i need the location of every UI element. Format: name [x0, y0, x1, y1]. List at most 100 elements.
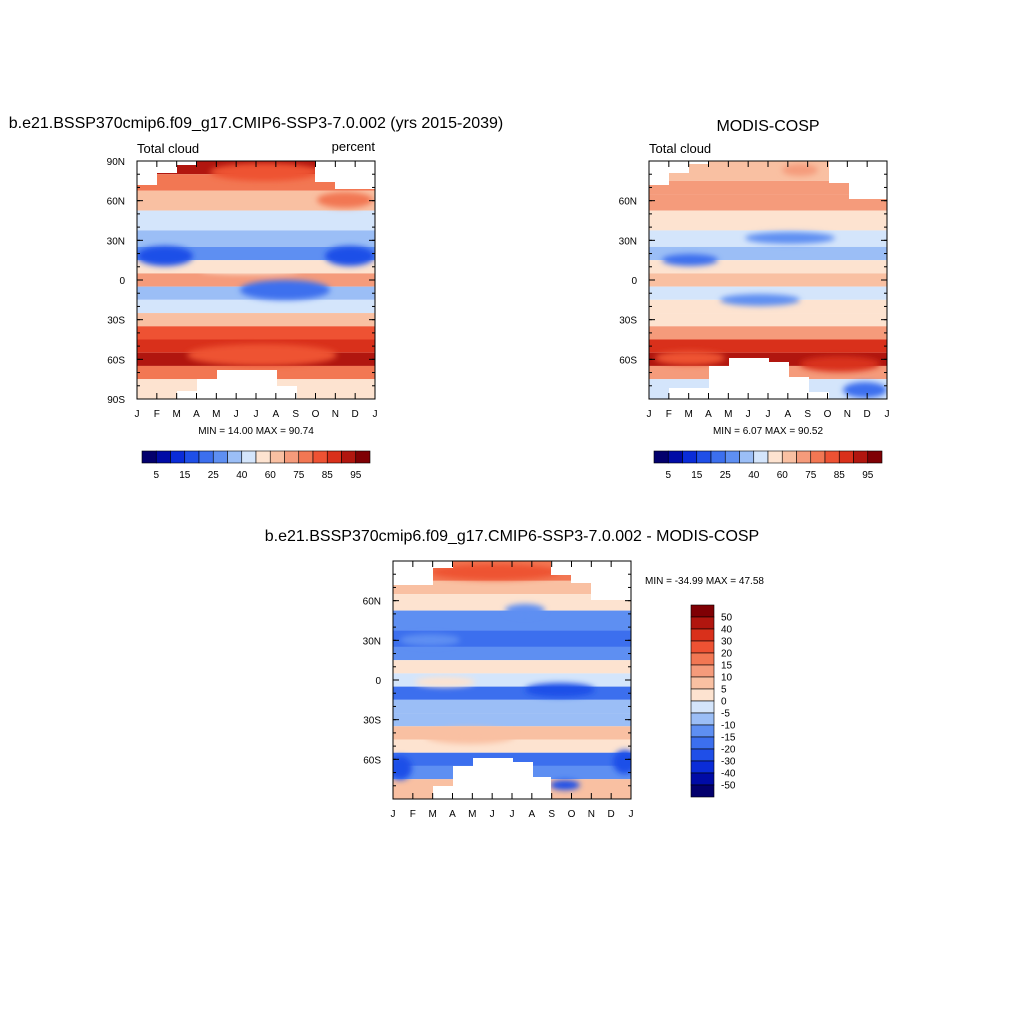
colorbar-label: 40	[721, 625, 733, 636]
model-feature-blob	[200, 266, 300, 274]
x-tick-label: O	[568, 809, 576, 820]
colorbar-swatch	[690, 700, 715, 714]
colorbar-label: -10	[721, 721, 736, 732]
y-tick-label: 30N	[107, 236, 125, 247]
colorbar-label: 95	[862, 470, 874, 481]
panel-obs-variable-label: Total cloud	[649, 141, 711, 156]
zonal-band	[137, 313, 375, 327]
y-tick-label: 0	[631, 276, 637, 287]
colorbar-swatch	[690, 772, 715, 786]
colorbar-swatch	[690, 748, 715, 762]
x-tick-label: J	[766, 409, 771, 420]
colorbar-swatch	[824, 450, 840, 464]
y-tick-label: 30S	[107, 316, 125, 327]
x-tick-label: N	[588, 809, 595, 820]
colorbar-swatch	[696, 450, 712, 464]
colorbar-swatch	[724, 450, 740, 464]
colorbar-label: 60	[777, 470, 789, 481]
colorbar-label: 60	[265, 470, 277, 481]
colorbar-swatch	[690, 604, 715, 618]
x-tick-label: J	[373, 409, 378, 420]
zonal-band	[393, 610, 631, 631]
diff-feature-blob	[505, 604, 545, 616]
diff-feature-blob	[425, 728, 515, 744]
colorbar-swatch	[227, 450, 243, 464]
model-feature-blob	[210, 163, 320, 181]
panel-obs-axes: J F M A M J J A S O N D J 60N 30N 0 30S 60S	[619, 160, 890, 420]
colorbar-swatch	[198, 450, 214, 464]
diff-feature-blob	[393, 756, 412, 780]
colorbar-swatch	[690, 736, 715, 750]
colorbar-label: -5	[721, 709, 730, 720]
zonal-band	[137, 326, 375, 340]
colorbar-swatch	[690, 784, 715, 798]
y-tick-label: 60S	[363, 755, 381, 766]
x-tick-label: D	[608, 809, 615, 820]
colorbar-swatch	[690, 724, 715, 738]
panel-diff-title: b.e21.BSSP370cmip6.f09_g17.CMIP6-SSP3-7.…	[265, 528, 759, 545]
x-tick-label: F	[666, 409, 672, 420]
panel-obs-title: MODIS-COSP	[716, 118, 819, 135]
colorbar-label: 25	[208, 470, 220, 481]
panel-model-missing-data	[137, 161, 375, 399]
colorbar-swatch	[690, 664, 715, 678]
colorbar-label: 10	[721, 673, 733, 684]
y-tick-label: 90N	[107, 157, 125, 168]
x-tick-label: M	[468, 809, 476, 820]
colorbar-label: 85	[322, 470, 334, 481]
zonal-band	[649, 180, 887, 195]
obs-feature-blob	[662, 254, 718, 266]
x-tick-label: N	[844, 409, 851, 420]
x-tick-label: J	[490, 809, 495, 820]
obs-feature-blob	[720, 294, 800, 306]
y-tick-label: 60N	[363, 597, 381, 608]
zonal-band	[649, 299, 887, 314]
zonal-band	[393, 660, 631, 674]
colorbar-swatch	[341, 450, 357, 464]
colorbar-label: 75	[805, 470, 817, 481]
x-tick-label: J	[629, 809, 634, 820]
colorbar-swatch	[312, 450, 328, 464]
x-tick-label: J	[234, 409, 239, 420]
y-tick-label: 60N	[107, 197, 125, 208]
colorbar-label: -50	[721, 781, 736, 792]
zonal-band	[649, 286, 887, 300]
colorbar-swatch	[853, 450, 869, 464]
colorbar-swatch	[796, 450, 812, 464]
panel-model-features	[137, 163, 375, 366]
x-tick-label: J	[746, 409, 751, 420]
diff-feature-blob	[400, 634, 460, 646]
zonal-band	[393, 699, 631, 714]
colorbar-swatch	[753, 450, 769, 464]
x-tick-label: A	[705, 409, 712, 420]
colorbar-label: 5	[153, 470, 159, 481]
x-tick-label: S	[548, 809, 555, 820]
zonal-band	[649, 210, 887, 231]
colorbar-swatch	[690, 616, 715, 630]
zonal-band	[649, 273, 887, 287]
diff-feature-blob	[415, 677, 475, 687]
panel-diff-axes: J F M A M J J A S O N D J 60N 30N 0 30S 60S	[363, 560, 634, 820]
colorbar-label: 15	[179, 470, 191, 481]
colorbar-label: 15	[691, 470, 703, 481]
y-tick-label: 60S	[619, 355, 637, 366]
x-tick-label: S	[292, 409, 299, 420]
x-tick-label: N	[332, 409, 339, 420]
colorbar-swatch	[690, 688, 715, 702]
colorbar-swatch	[690, 628, 715, 642]
x-tick-label: S	[804, 409, 811, 420]
panel-diff-missing-data	[393, 561, 631, 799]
x-tick-label: J	[510, 809, 515, 820]
obs-feature-blob	[843, 382, 887, 398]
obs-feature-blob	[745, 232, 835, 244]
colorbar-label: 85	[834, 470, 846, 481]
x-tick-label: M	[724, 409, 732, 420]
panel-diff-features	[393, 564, 631, 790]
x-tick-label: J	[254, 409, 259, 420]
y-tick-label: 90S	[107, 395, 125, 406]
y-tick-label: 60N	[619, 197, 637, 208]
colorbar-swatch	[284, 450, 300, 464]
colorbar-swatch	[739, 450, 755, 464]
